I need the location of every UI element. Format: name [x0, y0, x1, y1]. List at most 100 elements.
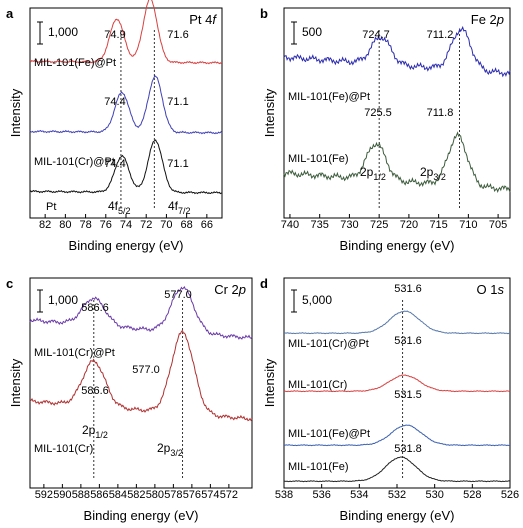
orbital-annotation-main: 4f	[108, 199, 119, 213]
x-tick-label: 715	[429, 219, 447, 231]
element-label-subshell: p	[496, 12, 504, 27]
orbital-annotation: 2p1/2	[360, 165, 386, 182]
x-tick-label: 590	[53, 489, 71, 501]
series-label: Pt	[46, 201, 56, 213]
element-label: Pt 4f	[189, 12, 217, 27]
orbital-annotation-sub: 5/2	[118, 206, 131, 216]
series-line-mil-101-cr--pt	[283, 310, 510, 335]
x-tick-label: 80	[59, 219, 71, 231]
element-label-subshell: f	[212, 12, 217, 27]
x-tick-label: 572	[220, 489, 238, 501]
x-tick-label: 730	[340, 219, 358, 231]
element-label-main: Cr 2	[214, 282, 239, 297]
peak-value-label: 74.4	[104, 96, 125, 108]
x-tick-label: 740	[281, 219, 299, 231]
scale-bar-label: 1,000	[48, 293, 78, 307]
orbital-annotation-sub: 1/2	[95, 430, 108, 440]
x-tick-label: 532	[388, 489, 406, 501]
peak-value-label: 74.4	[104, 158, 125, 170]
series-label: MIL-101(Fe)	[288, 153, 349, 165]
x-tick-label: 592	[35, 489, 53, 501]
x-axis-label: Binding energy (eV)	[340, 508, 455, 523]
series-line-mil-101-fe-	[283, 456, 511, 483]
y-axis-label: Intensity	[8, 88, 23, 137]
x-tick-label: 586	[90, 489, 108, 501]
x-tick-label: 68	[181, 219, 193, 231]
y-axis-label: Intensity	[262, 358, 277, 407]
x-tick-label: 588	[72, 489, 90, 501]
x-tick-label: 576	[183, 489, 201, 501]
element-label-main: O 1	[477, 282, 498, 297]
y-axis-label: Intensity	[8, 358, 23, 407]
x-axis-label: Binding energy (eV)	[69, 238, 184, 253]
orbital-annotation: 4f5/2	[108, 199, 131, 216]
peak-value-label: 711.8	[427, 107, 454, 119]
series-line-mil-101-cr-	[29, 329, 253, 422]
scale-bar-label: 5,000	[302, 293, 332, 307]
plot-frame	[29, 277, 253, 489]
peak-value-label: 586.6	[81, 302, 109, 314]
x-tick-label: 720	[400, 219, 418, 231]
x-tick-label: 584	[109, 489, 127, 501]
series-label: MIL-101(Cr)@Pt	[34, 156, 115, 168]
x-tick-label: 66	[201, 219, 213, 231]
orbital-annotation-main: 2p	[157, 441, 171, 455]
x-tick-label: 725	[370, 219, 388, 231]
panel-b: b Fe 2p 500 Intensity 740 735 730 725 720 715 710 7…	[260, 6, 511, 253]
orbital-annotation: 4f7/2	[168, 199, 191, 216]
orbital-annotation: 2p1/2	[82, 423, 108, 440]
scale-bar-label: 1,000	[48, 25, 78, 39]
orbital-annotation-sub: 7/2	[178, 206, 191, 216]
element-label-subshell: p	[238, 282, 246, 297]
x-tick-label: 580	[146, 489, 164, 501]
peak-value-label: 586.6	[81, 385, 109, 397]
peak-value-label: 71.6	[167, 29, 188, 41]
series-line-mil-101-fe--pt	[284, 424, 511, 447]
x-tick-label: 538	[275, 489, 293, 501]
element-label-main: Pt 4	[189, 12, 212, 27]
series-label: MIL-101(Cr)	[288, 379, 347, 391]
series-label: MIL-101(Fe)@Pt	[288, 91, 370, 103]
orbital-annotation-main: 4f	[168, 199, 179, 213]
series-label: MIL-101(Cr)	[34, 443, 93, 455]
series-label: MIL-101(Fe)	[288, 461, 349, 473]
x-tick-label: 574	[201, 489, 219, 501]
plot-frame	[29, 7, 223, 219]
series-line-mil-101-fe--pt	[29, 0, 223, 65]
series-line-mil-101-fe--pt	[283, 25, 511, 78]
orbital-annotation-main: 2p	[82, 423, 96, 437]
x-tick-label: 78	[79, 219, 91, 231]
orbital-annotation: 2p3/2	[157, 441, 183, 458]
element-label: Fe 2p	[471, 12, 504, 27]
x-tick-label: 536	[312, 489, 330, 501]
panel-letter: a	[6, 6, 14, 21]
series-label: MIL-101(Fe)@Pt	[288, 428, 370, 440]
peak-value-label: 531.6	[394, 335, 422, 347]
peak-value-label: 711.2	[427, 29, 454, 41]
peak-value-label: 74.9	[104, 29, 125, 41]
panel-letter: b	[260, 6, 268, 21]
x-tick-label: 70	[160, 219, 172, 231]
orbital-annotation-sub: 3/2	[170, 448, 183, 458]
x-tick-label: 82	[39, 219, 51, 231]
x-tick-label: 710	[459, 219, 477, 231]
series-line-pt	[29, 139, 223, 195]
x-tick-label: 76	[100, 219, 112, 231]
panel-letter: c	[6, 276, 13, 291]
x-tick-label: 74	[120, 219, 132, 231]
element-label: Cr 2p	[214, 282, 246, 297]
orbital-annotation-sub: 1/2	[373, 172, 386, 182]
orbital-annotation: 2p3/2	[420, 165, 446, 182]
element-label-subshell: s	[498, 282, 505, 297]
x-tick-label: 72	[140, 219, 152, 231]
orbital-annotation-sub: 3/2	[433, 172, 446, 182]
y-axis-label: Intensity	[262, 88, 277, 137]
x-tick-label: 526	[501, 489, 519, 501]
orbital-annotation-main: 2p	[360, 165, 374, 179]
series-line-mil-101-cr--pt	[29, 285, 253, 340]
peak-value-label: 71.1	[167, 96, 188, 108]
peak-value-label: 577.0	[164, 289, 192, 301]
peak-value-label: 577.0	[132, 364, 160, 376]
